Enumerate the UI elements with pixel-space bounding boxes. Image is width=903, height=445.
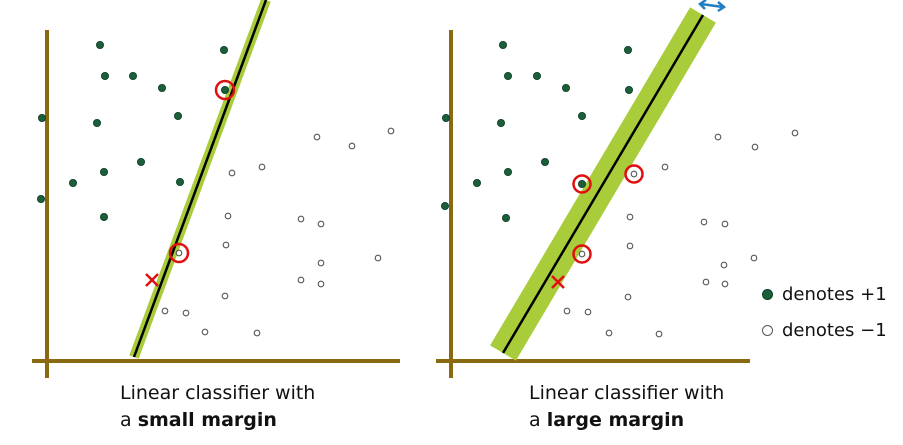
- negative-point: [222, 241, 230, 249]
- positive-point: [496, 119, 505, 128]
- positive-point: [541, 157, 550, 166]
- positive-point: [441, 114, 450, 123]
- positive-point: [128, 72, 137, 81]
- negative-point: [228, 169, 236, 177]
- right-caption-prefix: a: [529, 409, 541, 431]
- negative-point: [626, 242, 634, 250]
- positive-point: [624, 46, 633, 55]
- right-support-vector-circle: [624, 164, 644, 184]
- negative-point: [317, 259, 325, 267]
- right-support-vector-circle: [572, 174, 592, 194]
- positive-point: [93, 119, 102, 128]
- positive-point: [173, 112, 182, 121]
- negative-point: [751, 143, 759, 151]
- negative-point: [313, 133, 321, 141]
- positive-point: [101, 72, 110, 81]
- left-support-vector-circle: [168, 242, 190, 264]
- negative-point: [221, 292, 229, 300]
- right-panel: [436, 0, 799, 378]
- negative-point: [578, 250, 586, 258]
- left-support-vector-circle: [214, 79, 236, 101]
- negative-point: [374, 254, 382, 262]
- negative-point: [297, 276, 305, 284]
- positive-point: [501, 213, 510, 222]
- negative-point: [630, 170, 638, 178]
- negative-point: [317, 220, 325, 228]
- positive-point: [533, 72, 542, 81]
- positive-point: [472, 178, 481, 187]
- right-caption-line1: Linear classifier with: [529, 382, 725, 404]
- legend-positive: denotes +1: [762, 284, 887, 305]
- negative-point-icon: [762, 325, 773, 336]
- positive-point: [562, 84, 571, 93]
- right-caption-bold: large margin: [546, 409, 685, 431]
- positive-point: [625, 86, 634, 95]
- left-caption-line1: Linear classifier with: [120, 382, 316, 404]
- negative-point: [258, 163, 266, 171]
- negative-point: [721, 280, 729, 288]
- left-caption-bold: small margin: [137, 409, 277, 431]
- positive-point: [136, 157, 145, 166]
- negative-point: [750, 254, 758, 262]
- left-positive-points: [37, 41, 229, 221]
- legend-positive-label: denotes +1: [782, 284, 887, 305]
- positive-point-icon: [762, 289, 773, 300]
- positive-point: [38, 114, 47, 123]
- legend-negative-label: denotes −1: [782, 320, 887, 341]
- negative-point: [721, 220, 729, 228]
- left-decision-boundary: [132, 0, 268, 358]
- negative-point: [584, 308, 592, 316]
- negative-point: [791, 129, 799, 137]
- left-negative-points: [161, 127, 395, 337]
- negative-point: [387, 127, 395, 135]
- left-misclassified-x: [145, 273, 159, 287]
- negative-point: [714, 133, 722, 141]
- positive-point: [157, 84, 166, 93]
- margin-width-arrow: [698, 0, 727, 13]
- negative-point: [224, 212, 232, 220]
- negative-point: [563, 307, 571, 315]
- negative-point: [624, 293, 632, 301]
- positive-point: [503, 72, 512, 81]
- negative-point: [655, 330, 663, 338]
- positive-point: [440, 201, 449, 210]
- positive-point: [96, 41, 105, 50]
- left-panel: [32, 0, 400, 378]
- right-caption: Linear classifier with a large margin: [529, 380, 724, 434]
- negative-point: [720, 261, 728, 269]
- negative-point: [661, 163, 669, 171]
- right-decision-boundary: [501, 14, 705, 354]
- positive-point: [37, 194, 46, 203]
- negative-point: [702, 278, 710, 286]
- right-positive-points: [440, 41, 634, 222]
- positive-point: [578, 179, 587, 188]
- negative-point: [700, 218, 708, 226]
- negative-point: [297, 215, 305, 223]
- left-caption: Linear classifier with a small margin: [120, 380, 315, 434]
- negative-point: [161, 307, 169, 315]
- legend-negative: denotes −1: [762, 320, 887, 341]
- right-misclassified-x: [551, 275, 565, 289]
- positive-point: [503, 167, 512, 176]
- positive-point: [100, 212, 109, 221]
- positive-point: [219, 46, 228, 55]
- positive-point: [69, 178, 78, 187]
- negative-point: [182, 309, 190, 317]
- negative-point: [175, 249, 183, 257]
- negative-point: [201, 328, 209, 336]
- negative-point: [626, 213, 634, 221]
- right-negative-points: [563, 129, 799, 338]
- positive-point: [100, 167, 109, 176]
- positive-point: [498, 41, 507, 50]
- negative-point: [253, 329, 261, 337]
- positive-point: [175, 177, 184, 186]
- negative-point: [348, 142, 356, 150]
- positive-point: [578, 112, 587, 121]
- negative-point: [605, 329, 613, 337]
- negative-point: [317, 280, 325, 288]
- left-caption-prefix: a: [120, 409, 132, 431]
- positive-point: [220, 86, 229, 95]
- right-support-vector-circle: [572, 244, 592, 264]
